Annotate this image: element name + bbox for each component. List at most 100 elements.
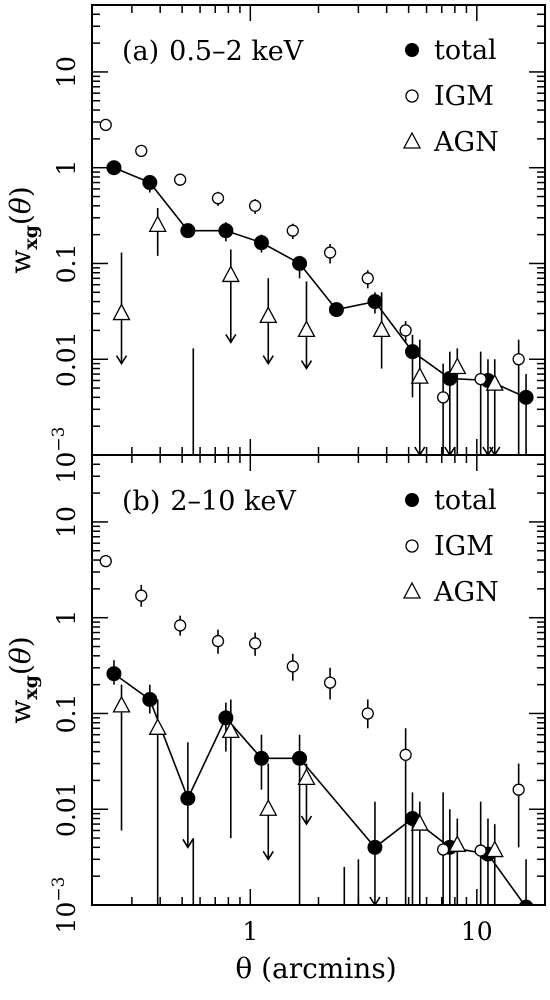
y-tick-label: 0.1 (52, 244, 81, 284)
series-agn (112, 207, 504, 455)
legend-label-agn: AGN (433, 577, 499, 608)
data-point-agn (485, 373, 504, 391)
series-total (106, 660, 534, 905)
panel-b: 10−3 0.01 0.1 1 10 1 10 wxg(θ) (b) 2–10 keV total I… (4, 454, 546, 946)
legend-marker-agn (402, 581, 422, 599)
panel-energy-range: 0.5–2 keV (169, 36, 304, 67)
data-point-igm (286, 224, 299, 237)
data-point-igm (248, 199, 262, 212)
data-point-igm (211, 634, 225, 648)
data-point-total (518, 389, 534, 405)
data-point-igm (474, 372, 487, 386)
data-point-igm (99, 554, 112, 568)
data-point-igm (135, 589, 148, 602)
plot-data (99, 554, 534, 905)
data-point-total (142, 175, 158, 191)
data-point-agn (372, 320, 391, 338)
data-point-total (180, 223, 196, 239)
data-point-agn (221, 721, 240, 739)
data-point-igm (99, 118, 112, 132)
data-point-agn (410, 813, 429, 831)
series-agn (112, 684, 504, 905)
x-ticks (91, 455, 546, 905)
y-axis-title: wxg(θ) (4, 186, 42, 273)
y-ticks (92, 454, 545, 906)
data-point-total (253, 750, 269, 766)
legend-marker-total (405, 43, 419, 57)
x-axis-title: θ (arcmins) (235, 952, 396, 985)
panel-title: (a) 0.5–2 keV (122, 36, 304, 67)
x-ticks (91, 5, 546, 455)
legend-label-igm: IGM (434, 81, 494, 112)
data-point-igm (436, 843, 450, 856)
y-axis-title: wxg(θ) (4, 636, 42, 723)
x-tick-label: 10 (461, 917, 493, 946)
panel-label: (b) (122, 486, 160, 517)
panel-label: (a) (122, 36, 159, 67)
data-point-igm (512, 783, 525, 796)
data-point-agn (410, 366, 429, 384)
upper-limit-arrow (489, 446, 501, 455)
y-tick-label: 0.01 (52, 331, 81, 387)
series-line (113, 673, 526, 905)
legend-label-agn: AGN (433, 127, 499, 158)
data-point-agn (259, 798, 278, 816)
y-tick-label: 1 (52, 160, 81, 176)
legend-marker-total (405, 493, 419, 507)
upper-limit-arrow (115, 355, 128, 366)
x-tick-label: 1 (242, 917, 258, 946)
data-point-igm (512, 353, 525, 366)
y-tick-label: 10 (52, 506, 81, 538)
data-point-total (218, 223, 234, 239)
plot-data (99, 118, 534, 455)
data-point-total (328, 302, 344, 318)
legend-marker-agn (402, 131, 422, 149)
series-total (106, 160, 534, 455)
panel-title: (b) 2–10 keV (122, 486, 296, 517)
upper-limit-arrow (262, 850, 274, 861)
series-igm (99, 554, 525, 905)
data-point-total (142, 691, 158, 707)
data-point-igm (436, 391, 450, 404)
data-point-total (253, 235, 269, 251)
data-point-igm (399, 324, 412, 337)
series-line (113, 166, 527, 399)
data-point-agn (112, 303, 131, 321)
data-point-igm (323, 246, 337, 259)
data-point-agn (297, 767, 316, 786)
upper-limit-arrow (300, 815, 313, 826)
data-point-igm (173, 619, 187, 632)
legend-marker-igm (405, 539, 419, 553)
y-tick-label: 0.1 (52, 694, 81, 734)
data-point-total (292, 750, 308, 766)
legend-label-igm: IGM (434, 531, 494, 562)
upper-limit-arrow (414, 446, 426, 455)
upper-limit-arrow (369, 896, 381, 905)
data-point-total (292, 255, 308, 271)
data-point-total (106, 160, 122, 176)
data-point-igm (323, 676, 337, 689)
legend-label-total: total (434, 35, 497, 66)
data-point-agn (148, 214, 167, 233)
data-point-agn (485, 840, 504, 858)
legend: total IGM AGN (402, 485, 499, 608)
data-point-total (404, 344, 420, 360)
data-point-igm (399, 748, 412, 761)
data-point-total (367, 294, 383, 310)
y-tick-label: 1 (52, 610, 81, 626)
data-point-igm (211, 192, 225, 205)
data-point-agn (259, 306, 278, 324)
upper-limit-arrow (300, 360, 313, 371)
data-point-agn (221, 265, 240, 283)
data-point-total (180, 790, 196, 806)
y-tick-label: 0.01 (52, 781, 81, 837)
panels: 10−3 0.01 0.1 1 10 wxg(θ) (a) 0.5–2 keV total IGM… (4, 4, 546, 946)
series-igm (99, 118, 525, 455)
data-point-total (106, 666, 122, 682)
data-point-igm (474, 844, 487, 857)
data-point-igm (248, 637, 262, 650)
data-point-igm (286, 660, 299, 673)
data-point-agn (297, 320, 316, 338)
y-tick-label: 10−3 (49, 427, 81, 484)
